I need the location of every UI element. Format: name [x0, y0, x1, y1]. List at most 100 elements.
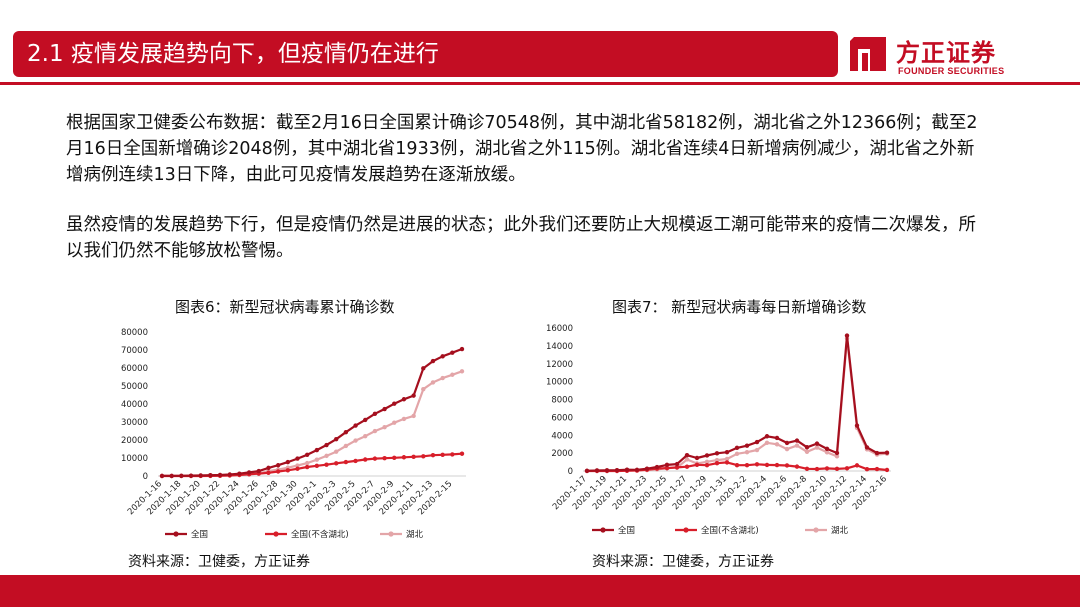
- legend-marker: [600, 527, 606, 533]
- data-point: [421, 454, 426, 459]
- data-point: [401, 397, 407, 402]
- data-point: [343, 459, 349, 465]
- data-point: [401, 416, 407, 422]
- y-tick-label: 10000: [121, 454, 148, 464]
- cumulative-cases-chart: 0 10000 20000 30000 40000 50000 60000 70000 8000…: [121, 328, 466, 540]
- data-point: [644, 466, 650, 471]
- data-point: [459, 369, 465, 374]
- data-point: [392, 420, 397, 425]
- data-point: [794, 464, 800, 469]
- data-point: [372, 456, 378, 461]
- data-point: [295, 463, 300, 468]
- data-point: [624, 467, 630, 472]
- y-tick-label: 6000: [551, 413, 573, 423]
- data-point: [382, 425, 387, 430]
- data-point: [744, 450, 750, 455]
- y-tick-label: 20000: [121, 436, 148, 446]
- legend-marker: [388, 531, 394, 537]
- data-point: [392, 401, 397, 406]
- data-point: [430, 380, 436, 385]
- y-tick-label: 4000: [551, 431, 573, 441]
- logo-chinese-name: 方正证券: [896, 39, 996, 67]
- chart-title-cumulative: 图表6：新型冠状病毒累计确诊数: [175, 298, 395, 316]
- data-point: [804, 445, 810, 450]
- y-tick-label: 10000: [546, 378, 573, 388]
- data-point: [674, 461, 680, 467]
- data-point: [814, 466, 820, 472]
- data-point: [401, 455, 407, 460]
- data-point: [844, 333, 850, 338]
- data-point: [440, 452, 445, 457]
- data-point: [614, 467, 620, 473]
- data-point: [208, 473, 213, 478]
- data-point: [459, 451, 465, 456]
- data-point: [814, 441, 820, 446]
- data-point: [237, 471, 242, 476]
- data-point: [874, 450, 880, 456]
- data-point: [784, 463, 790, 468]
- logo-english-name: FOUNDER SECURITIES: [898, 66, 1005, 76]
- y-tick-label: 70000: [121, 346, 148, 356]
- data-point: [159, 473, 165, 479]
- y-tick-label: 0: [568, 467, 573, 477]
- data-point: [784, 446, 790, 452]
- data-point: [764, 440, 770, 445]
- page-title: 2.1 疫情发展趋势向下，但疫情仍在进行: [27, 41, 439, 67]
- y-tick-label: 12000: [546, 360, 573, 370]
- data-point: [824, 466, 830, 471]
- data-point: [363, 433, 368, 439]
- data-point: [674, 465, 680, 470]
- data-point: [246, 470, 252, 475]
- data-point: [834, 454, 840, 459]
- data-point: [304, 464, 310, 470]
- data-point: [304, 460, 310, 466]
- data-point: [884, 467, 890, 473]
- data-point: [392, 455, 397, 460]
- data-point: [854, 463, 860, 468]
- data-point: [411, 413, 416, 419]
- data-point: [884, 450, 890, 455]
- data-point: [744, 462, 750, 468]
- data-point: [266, 465, 271, 471]
- data-point: [754, 447, 760, 453]
- data-point: [684, 452, 690, 458]
- data-point: [684, 464, 690, 469]
- data-point: [450, 350, 455, 355]
- legend-marker: [273, 531, 279, 537]
- data-point: [774, 462, 780, 468]
- data-point: [864, 467, 870, 472]
- data-point: [724, 450, 730, 455]
- data-point: [440, 354, 445, 359]
- data-point: [754, 439, 760, 445]
- data-point: [684, 457, 690, 462]
- data-point: [874, 466, 880, 472]
- data-point: [604, 468, 610, 473]
- summary-paragraph: 根据国家卫健委公布数据：截至2月16日全国累计确诊70548例，其中湖北省581…: [66, 113, 978, 185]
- y-tick-label: 50000: [121, 382, 148, 392]
- data-point: [594, 468, 600, 473]
- legend-label: 湖北: [831, 526, 849, 536]
- data-point: [382, 455, 387, 461]
- legend-label: 全国(不含湖北): [701, 525, 759, 536]
- data-point: [774, 435, 780, 441]
- data-point: [714, 451, 720, 456]
- y-tick-label: 8000: [551, 396, 573, 406]
- founder-logo-icon: [850, 37, 886, 71]
- data-point: [744, 443, 750, 448]
- y-tick-label: 0: [143, 472, 148, 482]
- data-point: [714, 460, 720, 466]
- data-point: [430, 358, 436, 364]
- legend-label: 全国: [191, 529, 208, 540]
- data-point: [864, 445, 870, 450]
- founder-logo: 方正证券 FOUNDER SECURITIES: [846, 33, 1036, 79]
- data-point: [285, 459, 291, 465]
- data-point: [704, 459, 710, 464]
- data-point: [804, 449, 810, 455]
- data-point: [654, 464, 660, 470]
- legend-label: 湖北: [406, 530, 424, 540]
- data-point: [794, 443, 800, 448]
- data-point: [734, 462, 740, 468]
- data-point: [430, 452, 436, 458]
- source-note-left: 资料来源：卫健委，方正证券: [128, 554, 310, 570]
- data-point: [295, 466, 300, 471]
